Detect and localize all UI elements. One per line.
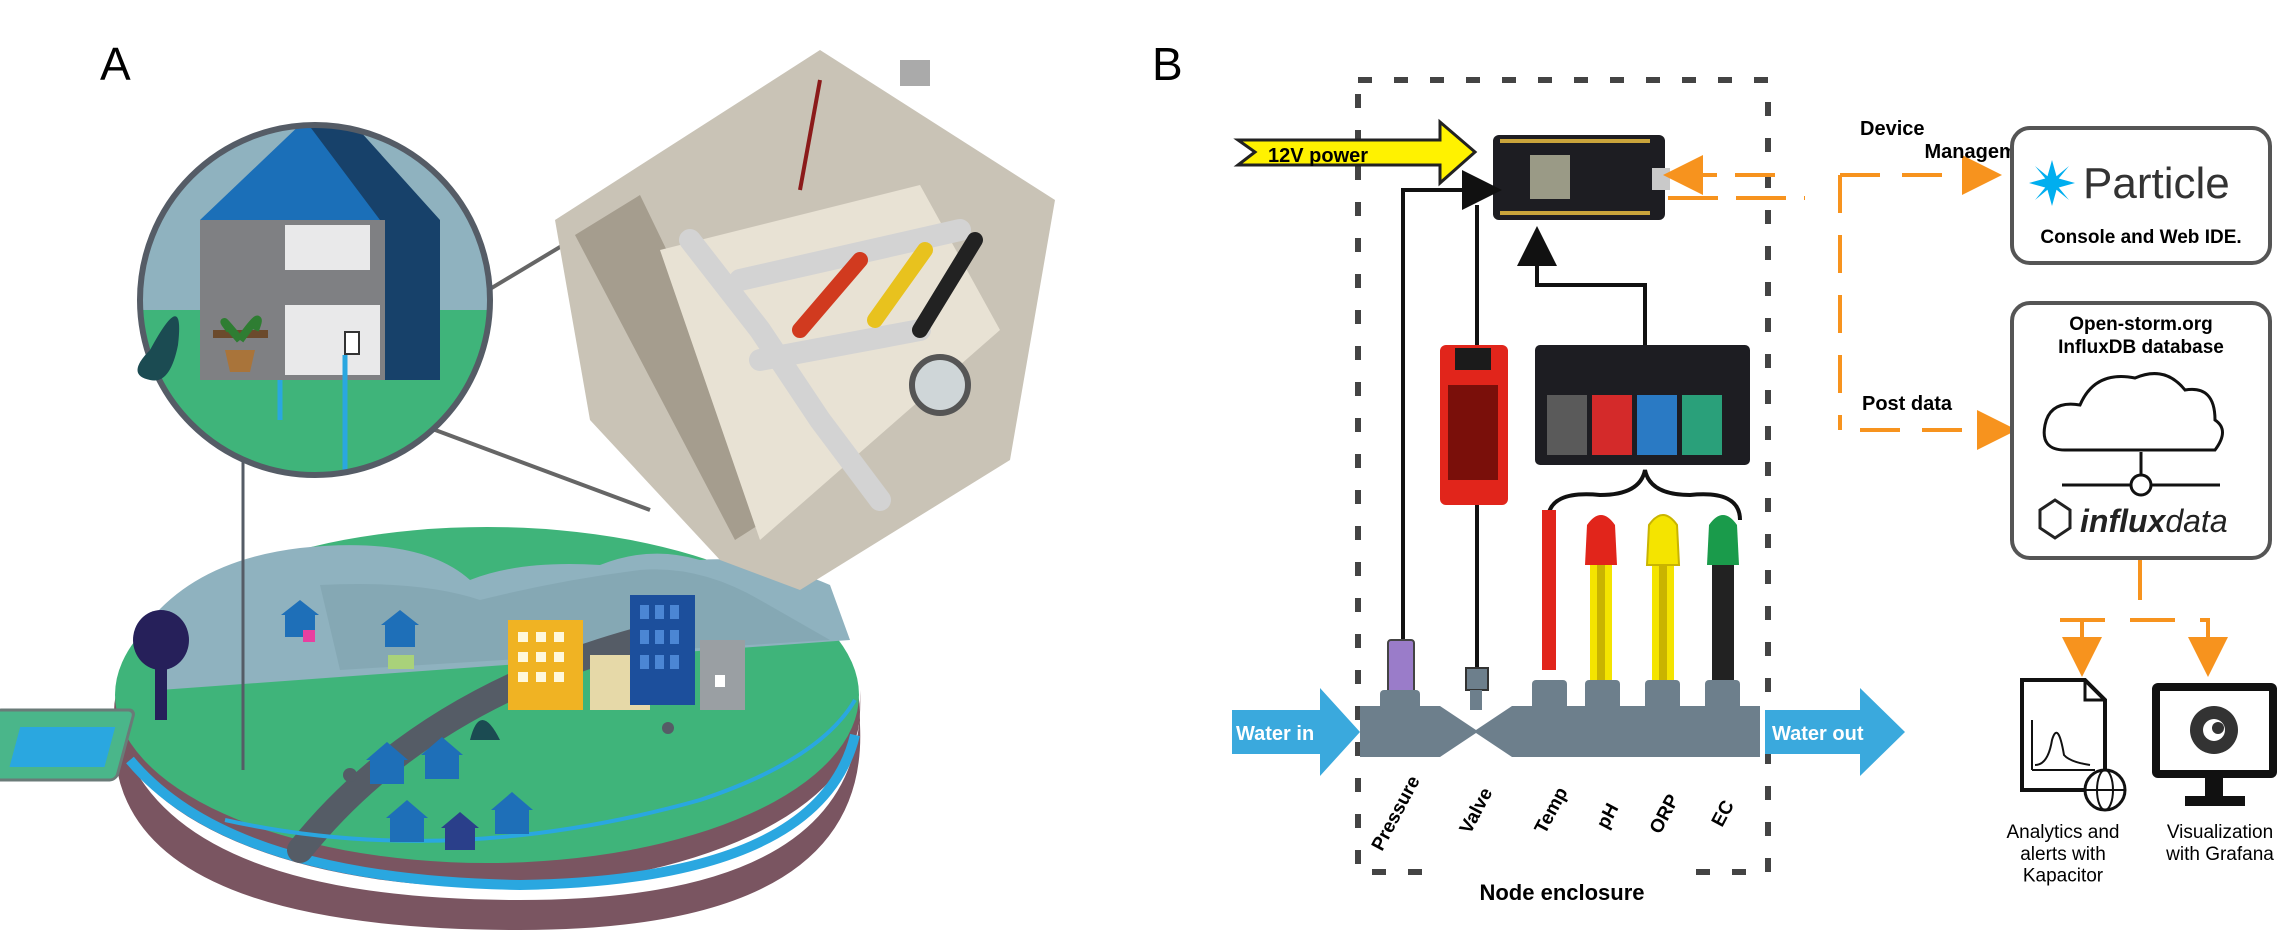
analytics-caption-line: Analytics and [2006,822,2119,843]
analytics-caption-line: alerts with [2020,844,2106,865]
panel-a-label: A [100,38,131,90]
component-label: Valve [1456,785,1497,838]
water-out-arrow [1765,688,1905,776]
ph-probe [1585,515,1617,680]
analytics-caption-line: Kapacitor [2023,866,2104,887]
component-label: ORP [1646,791,1684,838]
power-arrow [1233,118,1478,187]
particle-star-icon [2029,160,2075,206]
post-data-label: Post data [1862,393,1953,415]
temp-probe [1542,510,1556,670]
cloud-icon [2042,372,2224,452]
panel-b: B Node enclosure 12V power [1152,38,2277,908]
sensor-boards [1535,345,1750,465]
house-inset [137,122,493,478]
relay-board [1440,345,1508,505]
component-label: EC [1708,797,1739,830]
panel-b-label: B [1152,38,1183,90]
database-title: Open-storm.org InfluxDB database [2058,314,2224,358]
visualization-caption-line: Visualization [2167,822,2273,843]
particle-board [1493,135,1670,220]
analytics-document-icon [2020,678,2127,812]
water-out-label: Water out [1772,723,1864,745]
water-in-arrow [1232,688,1360,776]
water-in-label: Water in [1236,723,1314,745]
ec-probe [1707,515,1739,680]
particle-logo-text: Particle [2083,159,2230,208]
orp-probe [1645,514,1681,680]
valve-box [1465,667,1489,691]
device-management-text: Device [1860,118,1925,140]
influxdb-box: Open-storm.org InfluxDB database influxda… [2010,301,2272,560]
particle-caption: Console and Web IDE. [2040,227,2241,248]
power-label: 12V power [1268,145,1368,167]
influxdata-logo: influxdata [2080,503,2228,539]
influx-cube-icon [2038,498,2072,540]
panel-a: A [0,38,1055,930]
component-label: pH [1593,800,1623,832]
pipe-manifold [1360,680,1760,757]
node-enclosure-label: Node enclosure [1479,880,1644,905]
analytics-caption: Analytics and alerts with Kapacitor [2006,822,2119,887]
grafana-monitor-icon [2152,683,2277,806]
visualization-caption-line: with Grafana [2165,844,2274,865]
pressure-sensor [1387,639,1415,696]
visualization-caption: Visualization with Grafana [2165,822,2274,865]
sensor-enclosure-photo [555,50,1055,590]
particle-box: Particle Console and Web IDE. [2010,126,2272,265]
component-label: Temp [1531,784,1573,837]
landscape-disc [0,527,861,930]
data-flow-arrows [1663,155,2228,677]
component-label: Pressure [1368,773,1425,855]
